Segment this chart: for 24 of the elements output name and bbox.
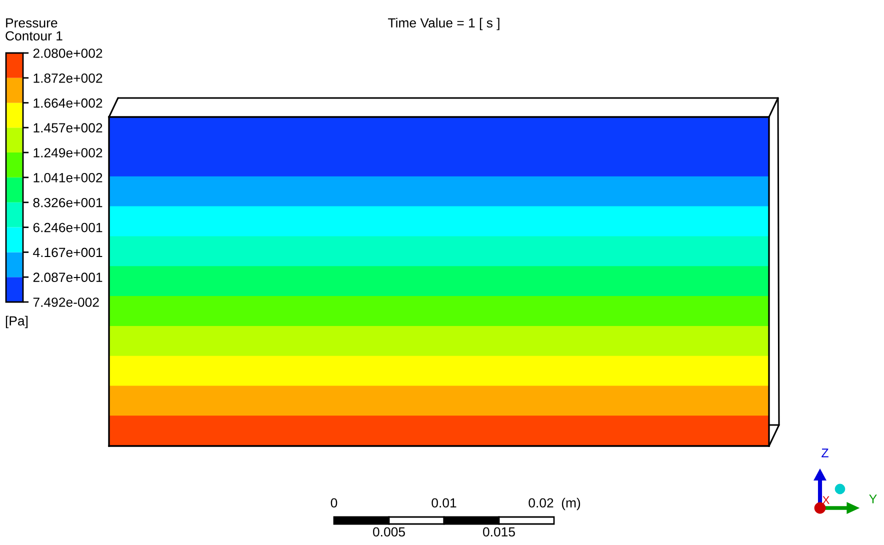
color-bar-label: 8.326e+001	[33, 198, 102, 208]
color-bar-label: 1.664e+002	[34, 98, 102, 108]
text: X	[822, 496, 830, 504]
text: 0.015	[483, 527, 515, 537]
color-bar-label: 1.249e+002	[34, 148, 102, 158]
chart-title: Time Value = 1 [ s ]	[388, 18, 500, 30]
color-bar-label: 1.872e+002	[34, 73, 102, 83]
text: Y	[869, 494, 877, 504]
text: Contour 1	[6, 31, 62, 41]
color-bar-label: 2.080e+002	[33, 48, 102, 58]
text: [Pa]	[6, 316, 28, 328]
color-bar-label: 1.457e+002	[34, 123, 102, 133]
color-bar-label: 6.246e+001	[33, 222, 102, 232]
color-bar-label: 4.167e+001	[33, 248, 102, 258]
text: 0.005	[373, 527, 405, 537]
color-bar-label: 1.041e+002	[34, 172, 102, 182]
text: 0.01	[432, 498, 456, 508]
text: (m)	[562, 498, 580, 510]
color-bar-title: Pressure	[6, 18, 58, 28]
text: 0	[330, 498, 338, 508]
text: 0.02	[528, 498, 554, 508]
text: Z	[822, 448, 828, 458]
color-bar-label: 7.492e-002	[33, 298, 99, 307]
color-bar-label: 2.087e+001	[33, 272, 102, 282]
